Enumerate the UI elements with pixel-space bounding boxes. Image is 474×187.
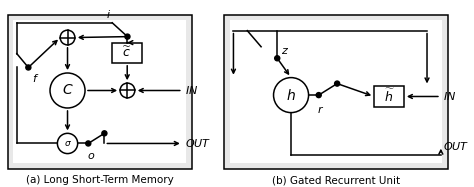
Bar — [8, 15, 192, 169]
Circle shape — [275, 56, 280, 61]
Circle shape — [125, 34, 130, 39]
Text: $IN$: $IN$ — [443, 91, 456, 102]
Circle shape — [316, 93, 321, 98]
Text: $i$: $i$ — [107, 8, 111, 20]
Bar — [374, 86, 404, 107]
Text: (a) Long Short-Term Memory: (a) Long Short-Term Memory — [26, 175, 173, 185]
Circle shape — [86, 141, 91, 146]
Text: $IN$: $IN$ — [185, 85, 198, 96]
Bar — [13, 20, 186, 163]
Text: $\sigma$: $\sigma$ — [64, 139, 72, 148]
Text: $\widetilde{c}$: $\widetilde{c}$ — [122, 46, 132, 60]
Circle shape — [273, 78, 309, 113]
Text: $OUT$: $OUT$ — [185, 137, 211, 149]
Circle shape — [335, 81, 340, 86]
Bar — [112, 43, 142, 63]
Text: $\widetilde{h}$: $\widetilde{h}$ — [383, 88, 394, 105]
Text: (b) Gated Recurrent Unit: (b) Gated Recurrent Unit — [272, 175, 400, 185]
Circle shape — [57, 133, 78, 154]
Text: $f$: $f$ — [32, 72, 39, 84]
Text: $z$: $z$ — [282, 46, 290, 56]
Circle shape — [50, 73, 85, 108]
Circle shape — [26, 65, 31, 70]
Text: $r$: $r$ — [317, 104, 324, 115]
Text: $C$: $C$ — [62, 84, 73, 97]
Text: $o$: $o$ — [87, 151, 96, 161]
Bar — [224, 15, 448, 169]
Circle shape — [120, 83, 135, 98]
Text: $OUT$: $OUT$ — [443, 140, 470, 152]
Circle shape — [102, 131, 107, 136]
Circle shape — [60, 30, 75, 45]
Text: $h$: $h$ — [286, 88, 296, 103]
Bar — [230, 20, 442, 163]
